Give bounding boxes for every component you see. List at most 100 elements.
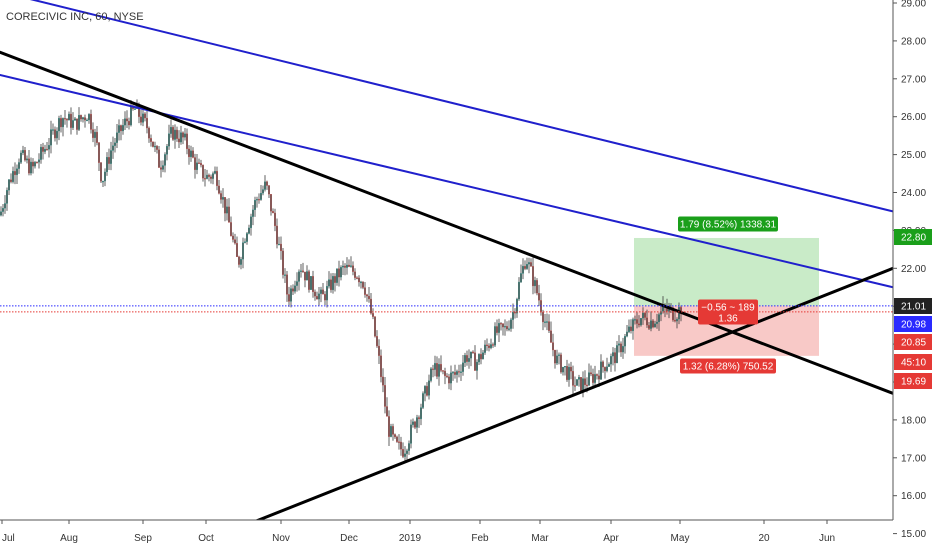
trendlines[interactable] xyxy=(0,0,893,537)
candle xyxy=(12,166,14,184)
candle xyxy=(482,349,484,360)
candle xyxy=(632,317,634,340)
candle xyxy=(210,174,212,184)
candle xyxy=(590,365,592,377)
candle xyxy=(510,317,512,332)
trendline-resistance[interactable] xyxy=(0,50,893,395)
candle xyxy=(432,364,434,378)
candle xyxy=(286,271,288,302)
plot-area[interactable]: 1.79 (8.52%) 1338.31 1.32 (6.28%) 750.52 −… xyxy=(0,0,893,537)
candle xyxy=(248,224,250,235)
x-tick-label: Oct xyxy=(198,533,214,544)
x-tick-label: May xyxy=(671,533,690,544)
candle xyxy=(348,259,350,268)
candle xyxy=(372,308,374,320)
candle xyxy=(114,138,116,153)
candle xyxy=(376,330,378,348)
trendline-channel-upper[interactable] xyxy=(0,0,893,213)
candle xyxy=(92,122,94,143)
candle xyxy=(150,134,152,147)
candle xyxy=(54,126,56,142)
candle xyxy=(500,322,502,331)
candle xyxy=(102,180,104,187)
stop-price-tag: 19.69 xyxy=(894,373,932,389)
candle xyxy=(382,368,384,393)
candle xyxy=(302,262,304,273)
candle xyxy=(646,309,648,328)
candle xyxy=(626,324,628,338)
candle xyxy=(390,423,392,438)
candle xyxy=(220,190,222,204)
candle xyxy=(612,347,614,366)
time-axis[interactable]: Jul Aug Sep Oct Nov Dec 2019 Feb Mar Apr May 20 Jun xyxy=(0,519,893,544)
candle xyxy=(554,349,556,369)
candle xyxy=(536,278,538,296)
candle xyxy=(592,368,594,388)
candle xyxy=(276,218,278,249)
candle xyxy=(656,313,658,329)
candle xyxy=(112,136,114,159)
candle xyxy=(168,124,170,150)
candle xyxy=(652,319,654,329)
candle xyxy=(84,114,86,128)
candle xyxy=(192,147,194,159)
candle xyxy=(164,152,166,173)
candle xyxy=(378,339,380,365)
candle xyxy=(610,353,612,372)
candle xyxy=(440,355,442,373)
candle xyxy=(266,180,268,190)
candle xyxy=(14,162,16,185)
candle xyxy=(98,141,100,172)
candle xyxy=(44,144,46,155)
candle xyxy=(460,364,462,382)
candle xyxy=(284,268,286,284)
candle xyxy=(118,119,120,141)
candle xyxy=(184,128,186,141)
candle xyxy=(38,153,40,169)
candle xyxy=(36,161,38,164)
candle xyxy=(494,322,496,348)
candle xyxy=(636,311,638,329)
candle xyxy=(264,175,266,192)
candle xyxy=(234,233,236,245)
candle xyxy=(76,118,78,135)
position-labels: 1.79 (8.52%) 1338.31 1.32 (6.28%) 750.52 −… xyxy=(678,216,778,374)
candle xyxy=(10,173,12,184)
candle xyxy=(674,311,676,323)
candle xyxy=(498,318,500,343)
candle xyxy=(68,111,70,121)
candle xyxy=(156,145,158,154)
target-price-tag: 22.80 xyxy=(894,229,932,245)
y-tick-label: 25.00 xyxy=(901,150,926,161)
candle xyxy=(8,178,10,195)
y-tick-label: 29.00 xyxy=(901,0,926,10)
candle xyxy=(650,311,652,332)
candle xyxy=(60,114,62,133)
x-tick-label: Dec xyxy=(340,533,358,544)
candle xyxy=(258,193,260,204)
loss-label-text: 1.32 (6.28%) 750.52 xyxy=(683,362,774,373)
candle xyxy=(48,137,50,158)
candle xyxy=(558,352,560,365)
candle xyxy=(642,307,644,325)
position-zones xyxy=(634,237,819,356)
candle xyxy=(254,196,256,217)
candle xyxy=(50,120,52,154)
profit-zone[interactable] xyxy=(634,237,819,306)
candle xyxy=(404,446,406,463)
candle xyxy=(172,125,174,141)
price-axis[interactable]: 29.0028.0027.0026.0025.0024.0023.0022.00… xyxy=(892,0,932,540)
candle xyxy=(508,320,510,332)
current-price-tag: 20.98 xyxy=(894,316,932,332)
candle xyxy=(566,359,568,382)
stop-price-tag-text: 19.69 xyxy=(901,377,926,388)
profit-label-text: 1.79 (8.52%) 1338.31 xyxy=(680,220,777,231)
candle xyxy=(456,369,458,383)
candle xyxy=(484,340,486,355)
candle xyxy=(388,410,390,446)
candle xyxy=(464,352,466,368)
candle xyxy=(294,280,296,294)
y-tick-label: 18.00 xyxy=(901,415,926,426)
trendline-support[interactable] xyxy=(215,266,893,537)
